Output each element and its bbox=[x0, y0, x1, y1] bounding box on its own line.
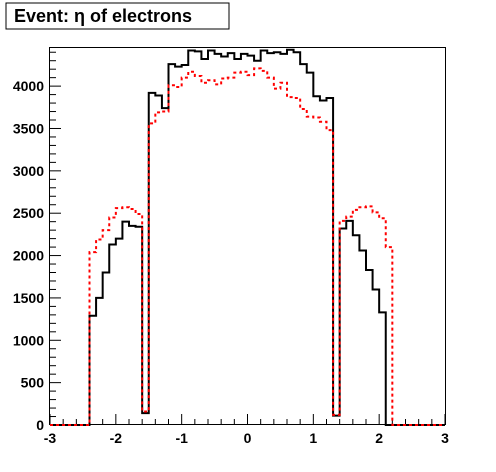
title-box: Event: η of electrons bbox=[5, 2, 230, 30]
axis-ticks bbox=[49, 51, 446, 426]
x-tick-label: 0 bbox=[244, 430, 252, 446]
y-tick-label: 3500 bbox=[13, 120, 44, 136]
title-frame bbox=[5, 2, 230, 30]
series-layer bbox=[50, 48, 445, 426]
histogram-series-solid bbox=[50, 48, 445, 426]
y-axis-tick-labels: 0 500 1000 1500 2000 2500 3000 3500 4000 bbox=[13, 78, 44, 433]
x-tick-label: -3 bbox=[44, 430, 57, 446]
x-tick-label: -2 bbox=[110, 430, 123, 446]
y-tick-label: 2000 bbox=[13, 248, 44, 264]
y-tick-label: 3000 bbox=[13, 163, 44, 179]
x-tick-label: -1 bbox=[175, 430, 188, 446]
x-axis-tick-labels: -3 -2 -1 0 1 2 3 bbox=[44, 430, 449, 446]
x-tick-label: 3 bbox=[441, 430, 449, 446]
x-tick-label: 2 bbox=[375, 430, 383, 446]
y-tick-label: 1500 bbox=[13, 290, 44, 306]
histogram-series-dotted bbox=[50, 67, 445, 426]
y-tick-label: 500 bbox=[21, 375, 45, 391]
x-tick-label: 1 bbox=[309, 430, 317, 446]
chart-title: Event: η of electrons bbox=[14, 6, 192, 26]
y-tick-label: 4000 bbox=[13, 78, 44, 94]
y-tick-label: 0 bbox=[36, 417, 44, 433]
y-tick-label: 2500 bbox=[13, 205, 44, 221]
y-tick-label: 1000 bbox=[13, 332, 44, 348]
